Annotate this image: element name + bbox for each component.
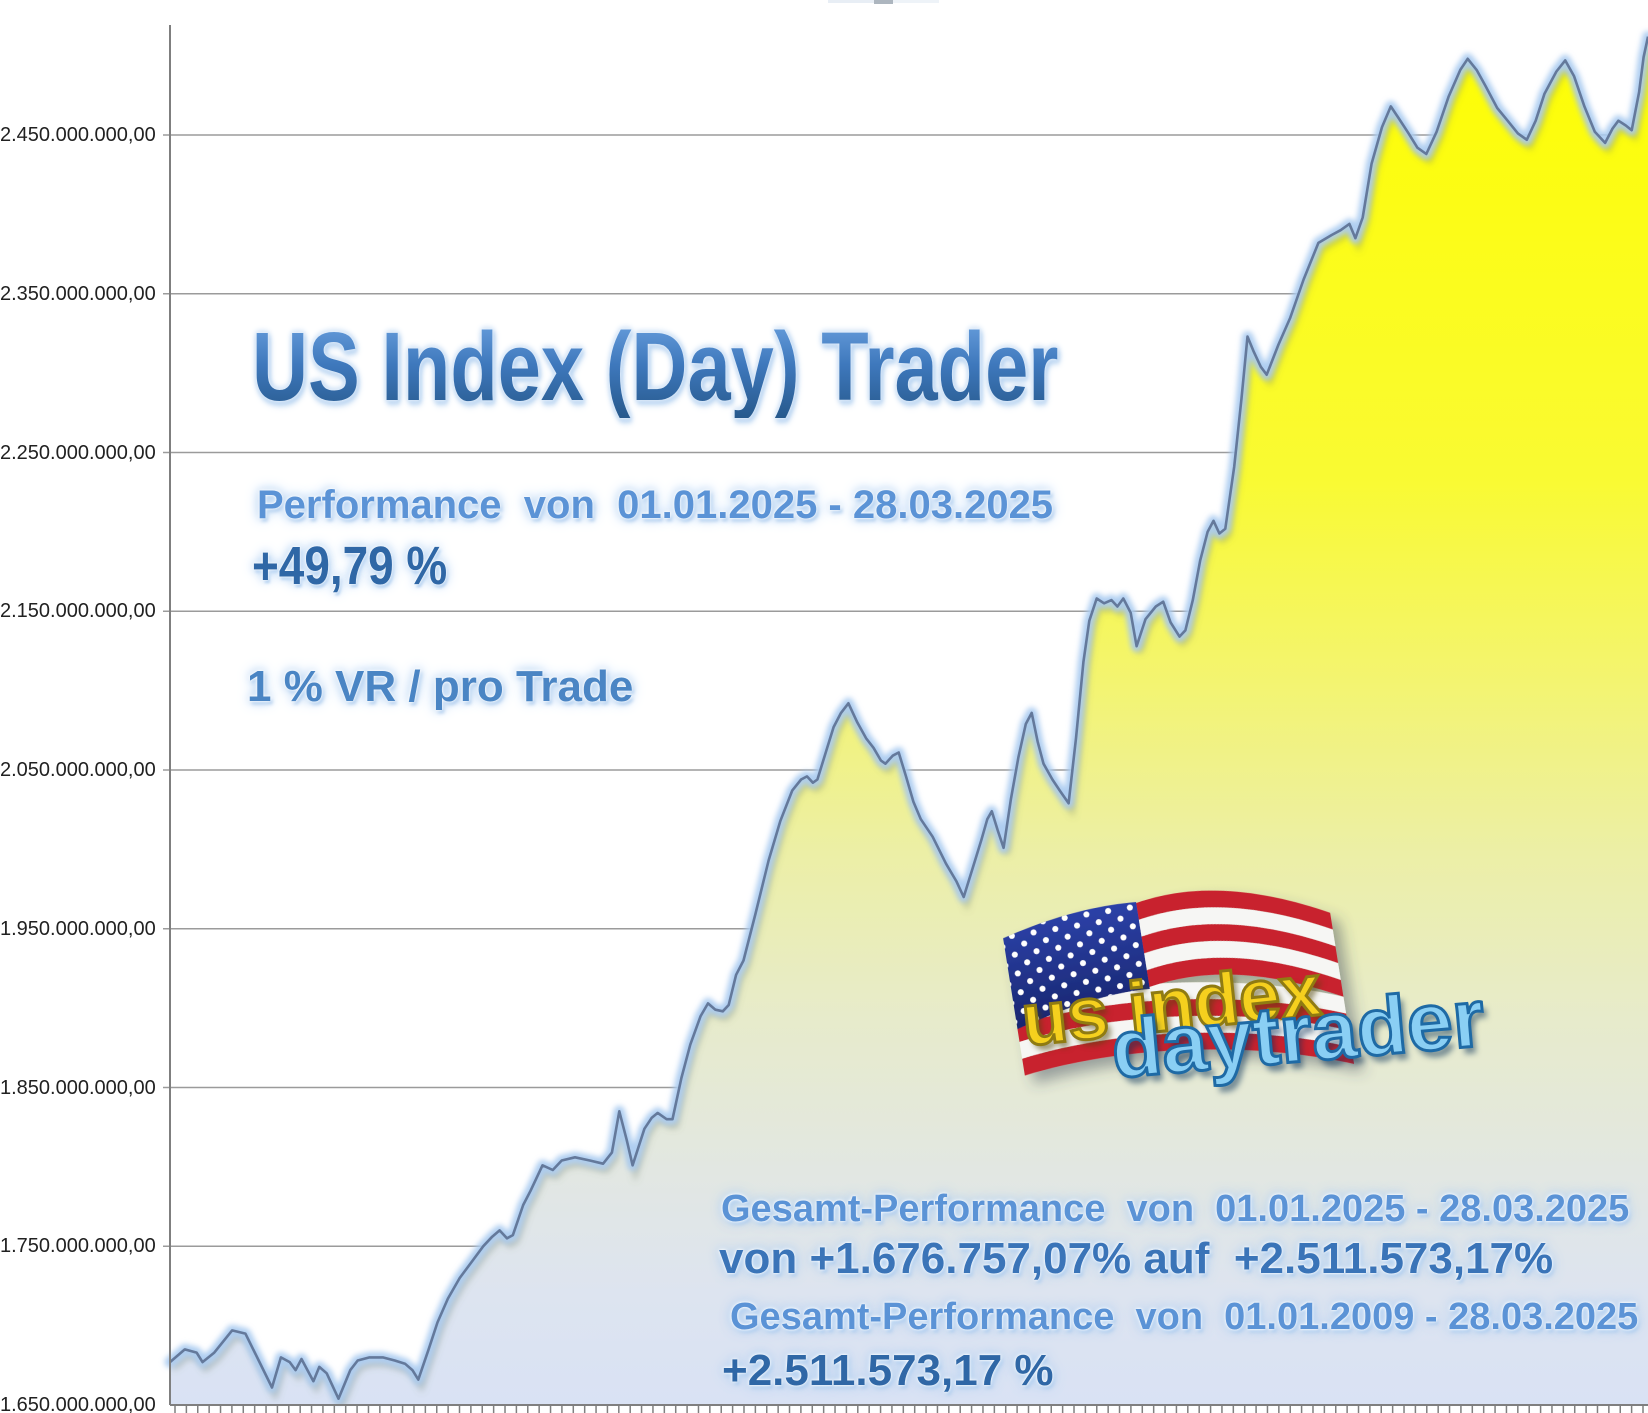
y-axis-label: 2.150.000.000,00 [0, 600, 156, 623]
top-edge-artifact [893, 0, 939, 3]
top-edge-artifact [874, 0, 893, 4]
total-performance-period-label: Gesamt-Performance von 01.01.2025 - 28.0… [721, 1188, 1630, 1230]
total-performance-alltime-label: Gesamt-Performance von 01.01.2009 - 28.0… [730, 1296, 1639, 1338]
total-performance-period-value: von +1.676.757,07% auf +2.511.573,17% [719, 1234, 1554, 1283]
top-edge-artifact [828, 0, 874, 3]
y-axis-label: 2.450.000.000,00 [0, 124, 156, 146]
us-flag-icon [1003, 890, 1355, 1076]
x-axis-ticks [174, 1405, 1644, 1413]
y-axis-label: 1.750.000.000,00 [0, 1235, 156, 1258]
y-axis-label: 2.350.000.000,00 [0, 282, 156, 305]
performance-value: +49,79 % [252, 536, 448, 596]
y-axis-label: 1.650.000.000,00 [0, 1394, 156, 1413]
total-performance-alltime-value: +2.511.573,17 % [722, 1346, 1054, 1395]
y-axis-label: 2.050.000.000,00 [0, 759, 156, 781]
risk-per-trade-note: 1 % VR / pro Trade [247, 662, 634, 711]
y-axis-label: 2.250.000.000,00 [0, 441, 156, 464]
chart-title: US Index (Day) Trader [252, 312, 1059, 421]
y-axis-label: 1.950.000.000,00 [0, 917, 156, 940]
performance-period-label: Performance von 01.01.2025 - 28.03.2025 [257, 483, 1054, 527]
equity-line [169, 36, 1648, 1400]
y-axis-label: 1.850.000.000,00 [0, 1076, 156, 1099]
